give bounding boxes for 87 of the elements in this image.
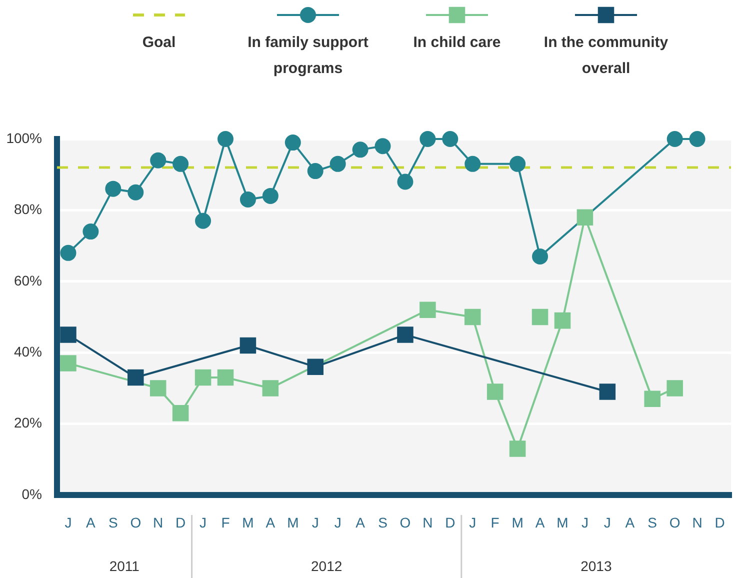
x-tick-label: J (64, 514, 72, 530)
y-tick-label: 100% (6, 130, 42, 146)
x-tick-label: A (356, 514, 366, 530)
y-tick-label: 0% (22, 486, 42, 502)
point (420, 302, 436, 318)
x-tick-label: O (669, 514, 680, 530)
x-tick-label: D (445, 514, 456, 530)
point (464, 308, 481, 326)
point (60, 244, 76, 261)
x-tick-label: J (604, 514, 611, 530)
point (150, 152, 166, 168)
x-tick-label: M (556, 514, 568, 530)
text: 2012 (311, 558, 342, 574)
x-tick-label: A (266, 514, 276, 530)
y-tick-label: 40% (14, 343, 42, 360)
x-tick-label: N (153, 514, 164, 530)
point (510, 156, 526, 172)
x-tick-label: F (490, 514, 500, 530)
x-tick-label: D (176, 514, 186, 530)
x-tick-label: A (625, 514, 636, 530)
point (397, 326, 414, 343)
point (689, 131, 706, 147)
point (60, 355, 76, 372)
x-tick-label: N (692, 514, 702, 530)
point (599, 384, 616, 400)
point (374, 138, 391, 154)
point (195, 212, 212, 229)
point (532, 308, 548, 326)
point (307, 163, 324, 180)
legend-label: In the community overall (544, 34, 669, 78)
text: 2011 (109, 558, 140, 574)
point (105, 180, 122, 197)
point (60, 326, 76, 343)
point (150, 380, 166, 396)
point (576, 209, 594, 226)
point (128, 184, 144, 200)
point (262, 188, 278, 204)
x-tick-label: J (469, 514, 476, 530)
point (486, 384, 504, 400)
x-tick-label: D (714, 514, 725, 530)
y-tick-label: 80% (14, 201, 42, 218)
point (128, 369, 144, 386)
x-tick-label: J (200, 514, 207, 530)
point (240, 337, 256, 354)
point (644, 390, 660, 408)
point (307, 358, 324, 375)
x-tick-label: S (108, 514, 118, 530)
point (194, 369, 212, 386)
point (262, 380, 279, 396)
x-tick-label: S (648, 514, 658, 530)
x-tick-label: A (86, 514, 96, 530)
point (554, 312, 571, 329)
point (240, 192, 256, 208)
point (82, 224, 99, 240)
point (217, 131, 234, 147)
x-tick-label: J (334, 514, 342, 530)
point (442, 131, 458, 147)
point (352, 142, 368, 158)
point (330, 156, 346, 172)
point (464, 156, 481, 172)
x-tick-label: O (130, 514, 142, 530)
point (532, 248, 548, 264)
point (172, 156, 189, 172)
x-tick-label: N (422, 514, 433, 530)
x-tick-label: J (581, 514, 588, 530)
point (397, 174, 414, 190)
x-tick-label: M (512, 514, 524, 530)
text: 2013 (580, 558, 612, 574)
x-tick-label: A (535, 514, 546, 530)
point (666, 131, 683, 147)
point (509, 440, 526, 457)
x-tick-label: M (242, 514, 254, 530)
y-tick-label: 60% (14, 272, 42, 288)
legend-label: In family support programs (248, 34, 368, 78)
legend-label: Goal (142, 34, 176, 52)
y-tick-label: 20% (14, 414, 42, 431)
point (666, 380, 683, 396)
x-tick-label: M (287, 514, 299, 530)
x-tick-label: F (221, 514, 230, 530)
legend-label: In child care (413, 34, 501, 52)
point (420, 131, 436, 147)
point (284, 134, 301, 151)
point (172, 404, 189, 422)
point (217, 369, 234, 386)
x-tick-label: J (312, 514, 319, 530)
x-tick-label: O (400, 514, 411, 530)
x-tick-label: S (378, 514, 388, 530)
